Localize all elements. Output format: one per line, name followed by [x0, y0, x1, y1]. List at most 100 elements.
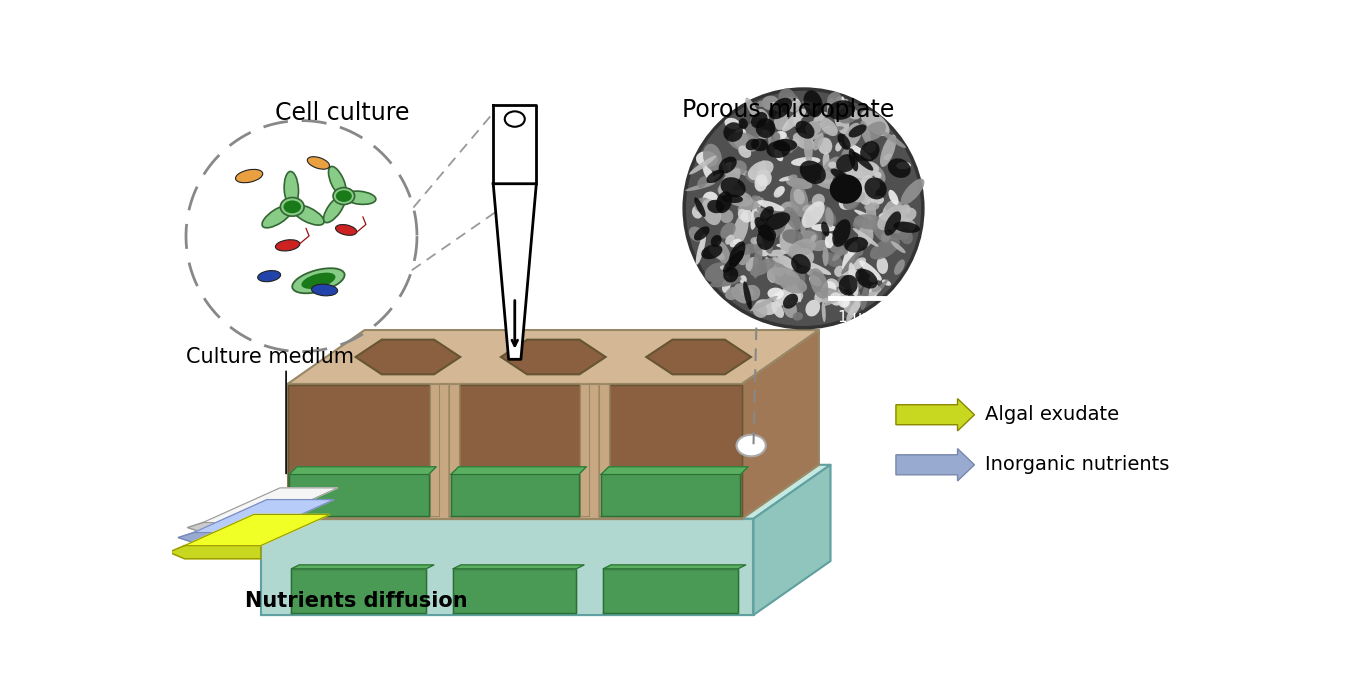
Ellipse shape — [751, 112, 768, 128]
Ellipse shape — [833, 96, 841, 107]
Ellipse shape — [865, 142, 876, 153]
Polygon shape — [580, 384, 590, 516]
Ellipse shape — [726, 178, 747, 202]
Ellipse shape — [756, 160, 767, 190]
Ellipse shape — [799, 266, 817, 273]
Ellipse shape — [722, 162, 730, 179]
Ellipse shape — [815, 126, 844, 135]
Ellipse shape — [821, 158, 842, 181]
Polygon shape — [193, 500, 333, 533]
Ellipse shape — [792, 282, 802, 302]
Ellipse shape — [725, 190, 753, 207]
Ellipse shape — [832, 249, 844, 261]
Ellipse shape — [856, 269, 878, 289]
Polygon shape — [599, 384, 609, 516]
Ellipse shape — [888, 158, 911, 178]
Ellipse shape — [886, 200, 903, 215]
Ellipse shape — [720, 209, 733, 223]
Ellipse shape — [717, 184, 732, 196]
Ellipse shape — [780, 201, 795, 213]
Ellipse shape — [745, 123, 763, 139]
Ellipse shape — [788, 100, 801, 112]
Polygon shape — [601, 475, 740, 516]
Ellipse shape — [786, 178, 813, 190]
Ellipse shape — [788, 174, 798, 181]
Ellipse shape — [732, 160, 747, 174]
Ellipse shape — [780, 131, 794, 149]
Ellipse shape — [879, 213, 890, 221]
Ellipse shape — [822, 302, 826, 322]
Ellipse shape — [899, 208, 917, 222]
Polygon shape — [647, 339, 751, 374]
Ellipse shape — [333, 187, 355, 204]
Ellipse shape — [738, 146, 751, 158]
Ellipse shape — [790, 185, 809, 217]
Ellipse shape — [855, 144, 875, 154]
Ellipse shape — [855, 210, 873, 220]
Polygon shape — [599, 385, 742, 516]
Ellipse shape — [728, 132, 760, 152]
Ellipse shape — [771, 102, 782, 112]
Polygon shape — [603, 569, 738, 613]
Ellipse shape — [751, 237, 759, 245]
Ellipse shape — [829, 157, 844, 175]
Ellipse shape — [788, 138, 799, 151]
Ellipse shape — [814, 291, 822, 304]
Ellipse shape — [795, 121, 814, 139]
Ellipse shape — [844, 237, 868, 252]
Ellipse shape — [774, 186, 784, 197]
Ellipse shape — [751, 258, 776, 276]
Ellipse shape — [764, 212, 790, 230]
Polygon shape — [288, 330, 819, 384]
Ellipse shape — [324, 195, 346, 222]
Ellipse shape — [857, 224, 873, 247]
Ellipse shape — [774, 258, 786, 269]
Ellipse shape — [791, 157, 821, 166]
Ellipse shape — [801, 260, 832, 275]
Ellipse shape — [873, 279, 888, 298]
Ellipse shape — [721, 194, 743, 203]
Ellipse shape — [779, 176, 792, 181]
Ellipse shape — [757, 109, 769, 123]
Ellipse shape — [830, 292, 842, 306]
Ellipse shape — [782, 229, 803, 244]
Ellipse shape — [768, 229, 779, 239]
Ellipse shape — [688, 155, 717, 175]
Ellipse shape — [721, 177, 745, 197]
Ellipse shape — [767, 250, 786, 256]
Ellipse shape — [757, 224, 776, 241]
Ellipse shape — [756, 169, 772, 186]
Ellipse shape — [822, 247, 829, 266]
Ellipse shape — [757, 130, 771, 139]
Polygon shape — [451, 467, 586, 475]
Ellipse shape — [883, 153, 892, 160]
Ellipse shape — [697, 151, 718, 167]
Polygon shape — [288, 384, 743, 519]
Ellipse shape — [837, 134, 850, 150]
Polygon shape — [188, 523, 261, 533]
Ellipse shape — [774, 149, 783, 161]
Ellipse shape — [779, 146, 792, 153]
Polygon shape — [451, 475, 579, 516]
Ellipse shape — [801, 216, 806, 235]
Ellipse shape — [783, 97, 801, 107]
Ellipse shape — [755, 299, 778, 315]
Ellipse shape — [709, 174, 721, 182]
Polygon shape — [603, 565, 745, 569]
Ellipse shape — [894, 222, 919, 233]
Ellipse shape — [879, 130, 906, 148]
Ellipse shape — [803, 90, 822, 117]
Ellipse shape — [811, 194, 825, 207]
Ellipse shape — [262, 205, 293, 228]
Ellipse shape — [873, 165, 886, 183]
Ellipse shape — [769, 136, 779, 148]
Ellipse shape — [882, 279, 891, 286]
Ellipse shape — [776, 244, 790, 248]
Polygon shape — [178, 533, 261, 542]
Ellipse shape — [873, 226, 892, 243]
Ellipse shape — [776, 187, 784, 195]
Ellipse shape — [745, 170, 761, 183]
Ellipse shape — [857, 175, 876, 205]
Text: Algal exudate: Algal exudate — [986, 405, 1119, 424]
Ellipse shape — [768, 206, 787, 236]
